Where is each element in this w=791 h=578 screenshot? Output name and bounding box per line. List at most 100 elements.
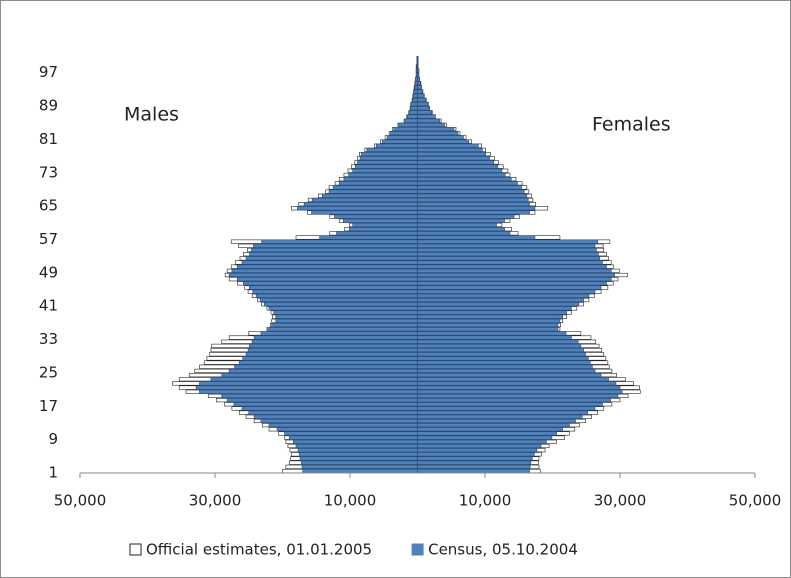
bar [393, 126, 418, 132]
bar [348, 172, 418, 178]
bar [417, 189, 525, 194]
bar [417, 89, 423, 94]
bar [417, 168, 503, 173]
legend-label: Census, 05.10.2004 [428, 541, 578, 559]
bar [417, 406, 596, 411]
bar [417, 81, 421, 86]
bar [249, 343, 418, 348]
bar [411, 101, 418, 107]
bar [417, 381, 617, 386]
bar [292, 439, 418, 444]
bar [236, 264, 418, 269]
bar [338, 181, 418, 186]
bar [417, 239, 599, 244]
bar [417, 385, 621, 390]
bar [343, 177, 418, 182]
bar [417, 468, 530, 474]
bar [417, 227, 505, 232]
bar [255, 293, 418, 298]
bar [417, 452, 535, 457]
bar [417, 197, 529, 203]
x-tick-label: 30,000 [189, 492, 242, 510]
bar [417, 331, 567, 336]
bar [302, 468, 418, 474]
bar [268, 306, 418, 311]
bar [410, 106, 418, 111]
bar [199, 381, 418, 386]
bar [417, 172, 506, 178]
bar [404, 118, 418, 123]
legend-swatch [411, 543, 424, 556]
bar [299, 456, 418, 461]
bar [417, 222, 497, 228]
y-tick-label: 1 [48, 464, 58, 482]
bar [268, 423, 418, 428]
y-tick-label: 97 [39, 63, 58, 81]
bar [417, 106, 430, 111]
bar [417, 389, 623, 394]
bar [271, 322, 418, 328]
bar [417, 118, 441, 123]
bar [417, 177, 512, 182]
bar [199, 389, 418, 394]
bar [241, 406, 418, 411]
bar [328, 189, 418, 194]
y-tick-label: 49 [39, 263, 58, 281]
bar [417, 293, 590, 298]
bar [417, 160, 495, 165]
bar [248, 410, 418, 415]
bar [386, 135, 418, 140]
bar [275, 314, 418, 319]
bar [417, 281, 607, 286]
bar [299, 452, 418, 457]
bar [390, 131, 418, 136]
y-tick-label: 25 [39, 363, 58, 381]
bar [417, 206, 536, 211]
bar [417, 414, 583, 419]
bar [228, 368, 418, 374]
bar [415, 76, 418, 82]
bar [417, 135, 464, 140]
bar [417, 335, 572, 340]
bar [417, 110, 432, 115]
bar [241, 260, 418, 265]
bar [417, 377, 609, 382]
bar [417, 60, 419, 65]
bar [417, 268, 612, 273]
bar [231, 268, 418, 273]
bar [221, 373, 418, 378]
bar [221, 393, 418, 399]
bar [332, 185, 418, 190]
bar [417, 151, 486, 157]
bar [382, 139, 418, 144]
bar [417, 156, 491, 161]
bar [417, 218, 505, 223]
bar [236, 277, 418, 282]
bar [417, 402, 603, 407]
bar [417, 322, 559, 328]
x-tick-label: 10,000 [459, 492, 512, 510]
bar [226, 398, 418, 403]
bar [417, 418, 576, 424]
bar [417, 231, 511, 236]
bar [417, 368, 596, 374]
bar [417, 398, 611, 403]
bar [417, 243, 596, 248]
bar [233, 402, 418, 407]
bar [253, 243, 418, 248]
bar [417, 210, 530, 215]
bar [417, 435, 553, 440]
bar [417, 327, 559, 332]
bar [284, 431, 418, 436]
bar [412, 97, 418, 102]
bar [311, 197, 418, 203]
bar [195, 385, 418, 390]
bar [311, 210, 418, 215]
y-tick-label: 73 [39, 163, 58, 181]
bar [417, 260, 603, 265]
bar [334, 214, 418, 219]
bar [417, 114, 435, 119]
bar [417, 306, 572, 311]
bar [417, 85, 422, 90]
